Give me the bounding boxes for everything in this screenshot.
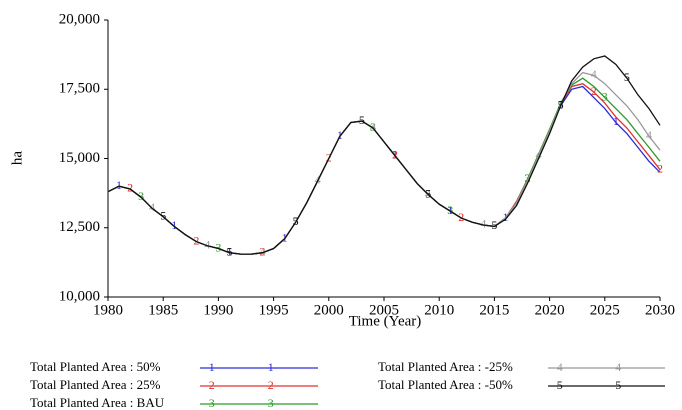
line-marker: 2	[657, 161, 663, 175]
y-axis-label: ha	[9, 151, 25, 166]
line-marker: 3	[447, 203, 453, 217]
line-marker: 2	[591, 84, 597, 98]
legend-label: Total Planted Area : 50%	[30, 359, 161, 374]
x-tick-label: 2025	[590, 302, 620, 318]
series-line	[107, 77, 661, 255]
x-tick-label: 2030	[645, 302, 675, 318]
line-marker: 4	[204, 238, 210, 252]
x-tick-label: 2015	[479, 302, 509, 318]
legend-label: Total Planted Area : BAU	[30, 395, 165, 410]
x-tick-label: 2005	[369, 302, 399, 318]
legend-label: Total Planted Area : 25%	[30, 377, 161, 392]
line-marker: 5	[558, 98, 564, 112]
line-marker: 4	[425, 186, 431, 200]
legend-marker: 3	[209, 396, 215, 410]
line-marker: 2	[260, 244, 266, 258]
line-marker: 2	[458, 210, 464, 224]
line-marker: 5	[160, 208, 166, 222]
line-marker: 4	[536, 147, 542, 161]
legend-marker: 1	[209, 360, 215, 374]
y-tick-label: 10,000	[59, 288, 100, 304]
line-marker: 4	[480, 217, 486, 231]
x-tick-label: 1995	[259, 302, 289, 318]
line-marker: 5	[293, 214, 299, 228]
line-marker: 3	[525, 171, 531, 185]
x-tick-label: 1980	[93, 302, 123, 318]
line-marker: 2	[127, 181, 133, 195]
y-tick-label: 17,500	[59, 81, 100, 97]
line-marker: 2	[193, 233, 199, 247]
legend-marker: 4	[615, 360, 621, 374]
line-marker: 5	[359, 113, 365, 127]
series-line	[107, 71, 661, 255]
line-marker: 4	[260, 244, 266, 258]
line-marker: 4	[591, 67, 597, 81]
line-marker: 1	[502, 210, 508, 224]
line-marker: 1	[171, 218, 177, 232]
x-tick-label: 2010	[424, 302, 454, 318]
legend-marker: 5	[615, 378, 621, 392]
legend-marker: 5	[557, 378, 563, 392]
line-marker: 3	[602, 89, 608, 103]
y-tick-label: 15,000	[59, 150, 100, 166]
line-marker: 5	[425, 186, 431, 200]
legend-marker: 4	[557, 360, 563, 374]
legend-marker: 2	[268, 378, 274, 392]
x-tick-label: 1990	[203, 302, 233, 318]
legend-label: Total Planted Area : -25%	[378, 359, 513, 374]
line-marker: 3	[215, 240, 221, 254]
line-marker: 4	[370, 120, 376, 134]
line-marker: 3	[370, 120, 376, 134]
x-axis-label: Time (Year)	[349, 313, 422, 329]
line-marker: 5	[491, 218, 497, 232]
series-line	[107, 55, 661, 255]
y-tick-label: 12,500	[59, 219, 100, 235]
legend-marker: 3	[268, 396, 274, 410]
line-marker: 3	[138, 189, 144, 203]
legend-marker: 1	[268, 360, 274, 374]
line-marker: 4	[149, 200, 155, 214]
line-marker: 1	[337, 128, 343, 142]
y-tick-label: 20,000	[59, 11, 100, 27]
line-marker: 1	[116, 178, 122, 192]
line-marker: 4	[646, 128, 652, 142]
line-marker: 1	[613, 114, 619, 128]
line-marker: 2	[392, 147, 398, 161]
line-marker: 5	[624, 70, 630, 84]
legend-label: Total Planted Area : -50%	[378, 377, 513, 392]
series-line	[107, 85, 661, 255]
series-line	[107, 82, 661, 255]
line-marker: 1	[447, 203, 453, 217]
x-tick-label: 1985	[148, 302, 178, 318]
legend-marker: 2	[209, 378, 215, 392]
x-tick-label: 2000	[314, 302, 344, 318]
line-marker: 1	[226, 244, 232, 258]
line-marker: 1	[392, 147, 398, 161]
line-marker: 5	[226, 244, 232, 258]
x-tick-label: 2020	[535, 302, 565, 318]
